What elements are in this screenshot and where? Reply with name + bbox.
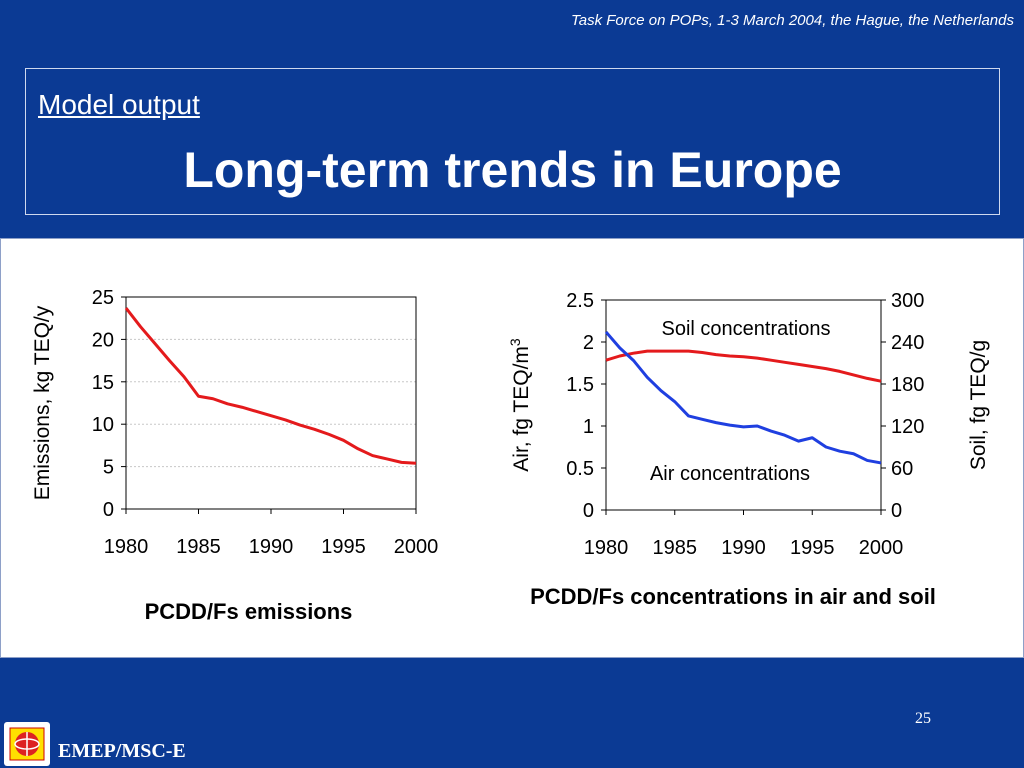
title-box: Model output Long-term trends in Europe xyxy=(25,68,1000,215)
chart-1-x-tick-label: 1985 xyxy=(176,536,221,558)
chart-2-y2-axis-title: Soil, fg TEQ/g xyxy=(967,340,990,470)
chart-2-annotation-air: Air concentrations xyxy=(650,463,810,485)
chart-2-y-tick-label: 1.5 xyxy=(566,374,594,396)
chart-2-annotation-soil: Soil concentrations xyxy=(662,318,831,340)
chart-2-y2-tick-label: 60 xyxy=(891,458,913,480)
chart-1-y-tick-label: 10 xyxy=(92,414,114,436)
chart-2-y2-tick-label: 300 xyxy=(891,290,924,312)
chart-1-y-tick-label: 25 xyxy=(92,287,114,309)
chart-2-y-tick-label: 2 xyxy=(583,332,594,354)
chart-2-caption: PCDD/Fs concentrations in air and soil xyxy=(530,584,936,609)
chart-2-x-tick-label: 2000 xyxy=(859,537,904,559)
chart-2-y2-tick-label: 0 xyxy=(891,500,902,522)
chart-1-series-line-1 xyxy=(124,307,417,465)
chart-1-x-tick-label: 1990 xyxy=(249,536,294,558)
chart-1-plot-frame xyxy=(125,296,417,510)
chart-1-x-tick-label: 1995 xyxy=(321,536,366,558)
chart-2-y2-tick-label: 120 xyxy=(891,416,924,438)
page-number: 25 xyxy=(915,710,931,727)
emep-logo xyxy=(4,722,50,766)
chart-2-x-tick-label: 1990 xyxy=(721,537,766,559)
chart-2-x-tick-label: 1985 xyxy=(653,537,698,559)
chart-2-series-line-1 xyxy=(605,349,882,383)
chart-2-y-tick-label: 0.5 xyxy=(566,458,594,480)
chart-panel: 0 5 10 15 20 25 1980 1985 1990 1995 2000 Emissions,… xyxy=(0,238,1024,658)
chart-1-y-tick-label: 15 xyxy=(92,372,114,394)
chart-2-y2-tick-label: 240 xyxy=(891,332,924,354)
chart-1-x-tick-label: 2000 xyxy=(394,536,439,558)
chart-1-y-tick-label: 0 xyxy=(103,499,114,521)
chart-2-x-tick-label: 1995 xyxy=(790,537,835,559)
chart-2-y2-tick-label: 180 xyxy=(891,374,924,396)
event-note: Task Force on POPs, 1-3 March 2004, the … xyxy=(570,12,1014,29)
chart-1-y-tick-label: 5 xyxy=(103,457,114,479)
slide-title: Long-term trends in Europe xyxy=(183,142,842,198)
chart-1-x-tick-label: 1980 xyxy=(104,536,149,558)
slide-subtitle: Model output xyxy=(38,89,200,120)
chart-2-y-tick-label: 0 xyxy=(583,500,594,522)
chart-1-y-tick-label: 20 xyxy=(92,329,114,351)
chart-1-caption: PCDD/Fs emissions xyxy=(144,599,353,624)
emep-label: EMEP/MSC-E xyxy=(58,740,186,762)
chart-2-y-tick-label: 2.5 xyxy=(566,290,594,312)
chart-2-series-line-2 xyxy=(604,330,882,465)
chart-2-y-axis-title: Air, fg TEQ/m3 xyxy=(507,338,533,472)
chart-1-y-axis-title: Emissions, kg TEQ/y xyxy=(31,305,54,500)
chart-2-x-tick-label: 1980 xyxy=(584,537,629,559)
chart-2-y-axis-title-superscript: 3 xyxy=(507,338,523,346)
chart-2-y-tick-label: 1 xyxy=(583,416,594,438)
